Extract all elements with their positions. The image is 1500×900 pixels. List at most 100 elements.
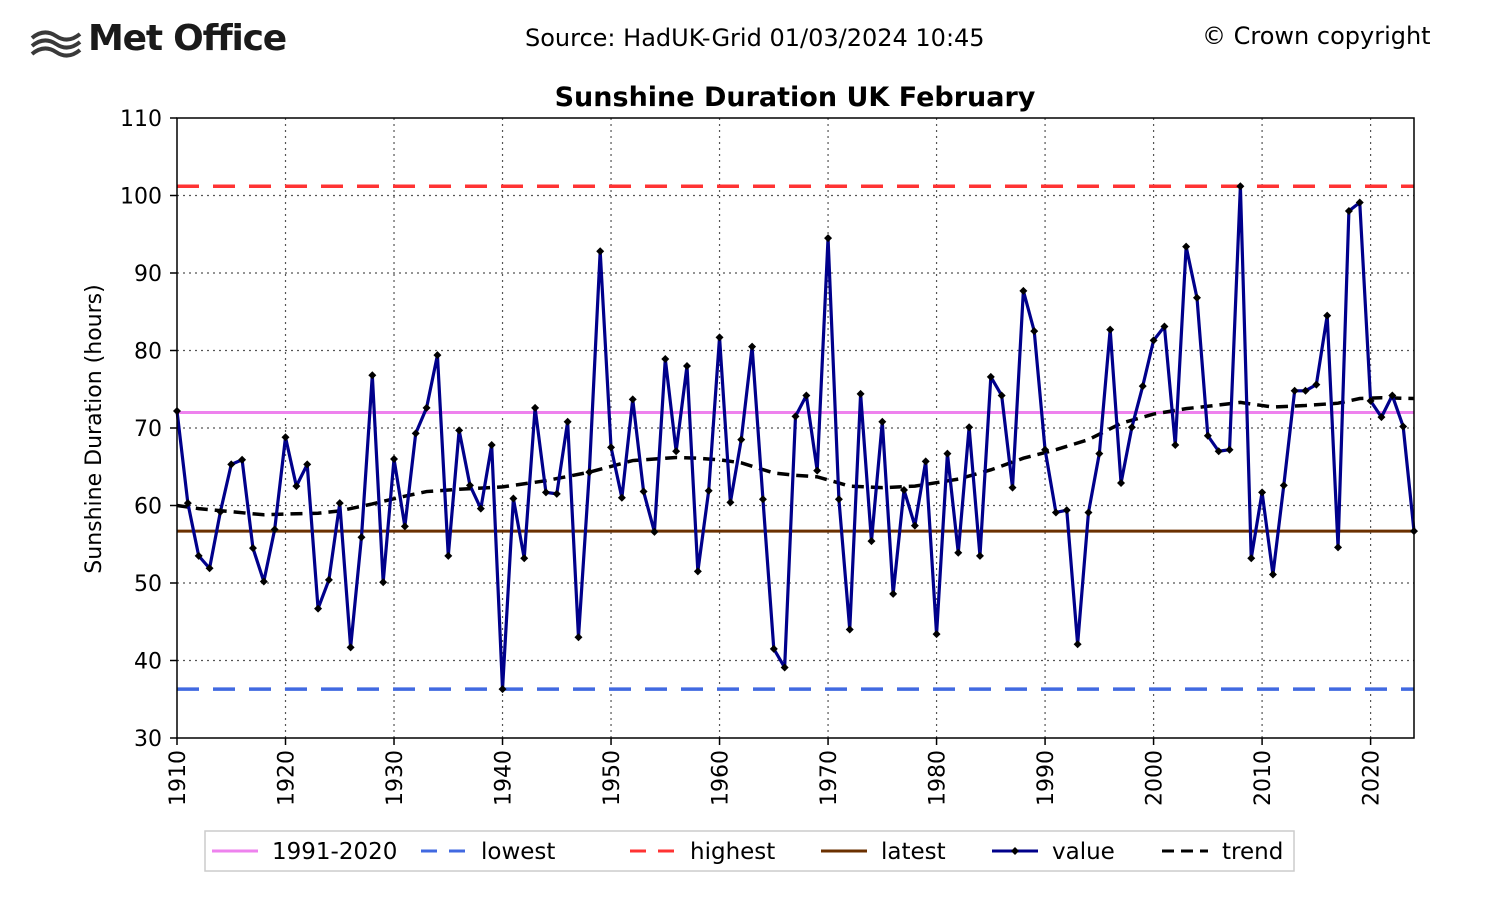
value-point [433,351,442,360]
value-point [1030,327,1039,336]
value-point [975,551,984,560]
value-point [498,685,507,694]
value-point [1149,336,1158,345]
value-point [1138,382,1147,391]
value-point [921,457,930,466]
value-point [531,403,540,412]
legend-label-trend: trend [1222,839,1283,865]
value-point [227,460,236,469]
y-tick-label: 60 [134,495,162,520]
value-point [248,544,257,553]
x-tick-label: 2000 [1143,750,1168,806]
value-point [1399,422,1408,431]
value-point [617,493,626,502]
value-point [357,533,366,542]
value-point [802,391,811,400]
y-tick-label: 110 [120,107,162,132]
y-tick-label: 50 [134,572,162,597]
copyright-text: © Crown copyright [1202,22,1431,50]
value-point [867,537,876,546]
value-point [715,333,724,342]
value-point [910,521,919,530]
value-point [281,433,290,442]
value-point [411,429,420,438]
value-point [400,522,409,531]
x-tick-label: 1980 [926,750,951,806]
value-point [1084,508,1093,517]
value-point [1225,445,1234,454]
value-point [1344,207,1353,215]
value-point [1279,481,1288,490]
legend-box [204,830,1295,872]
legend: 1991-2020 lowest highest latest value trend [204,830,1295,872]
y-tick-label: 70 [134,417,162,442]
value-point [1062,506,1071,515]
value-point [1290,386,1299,395]
legend-label-value: value [1052,839,1115,865]
value-point [856,389,865,398]
value-point [194,551,203,560]
value-point [455,426,464,435]
value-point [1182,242,1191,251]
value-point [1236,182,1245,191]
value-point [270,525,279,534]
value-point [954,548,963,557]
value-point [1377,413,1386,422]
value-line [175,184,1416,691]
value-point [1312,380,1321,389]
chart-title: Sunshine Duration UK February [555,82,1036,113]
value-point [303,460,312,469]
value-point [650,527,659,536]
value-point [1019,286,1028,295]
value-point [1051,508,1060,517]
value-point [1171,441,1180,450]
value-point [292,482,301,491]
value-point [1268,570,1277,579]
x-tick-label: 1910 [166,750,191,806]
value-point [1355,198,1364,207]
value-point [596,247,605,256]
x-tick-label: 1940 [492,750,517,806]
x-tick-label: 1990 [1034,750,1059,806]
value-point [607,443,616,452]
value-point [1160,322,1169,331]
value-point [1041,445,1050,454]
value-point [1127,423,1136,432]
y-tick-label: 90 [134,262,162,287]
value-point [1334,543,1343,552]
source-text: Source: HadUK-Grid 01/03/2024 10:45 [525,24,985,52]
y-tick-label: 30 [134,727,162,752]
value-point [889,589,898,598]
value-point [444,551,453,560]
value-point [314,604,323,613]
value-point [758,495,767,504]
value-point [238,455,247,464]
value-point [813,466,822,475]
value-point [1214,447,1223,456]
value-point [368,371,377,380]
x-tick-label: 1970 [817,750,842,806]
value-point [476,504,485,513]
legend-label-lowest: lowest [481,839,555,865]
value-point [672,447,681,456]
value-point [661,355,670,364]
value-point [205,564,214,573]
value-point [845,625,854,634]
value-point [346,643,355,652]
value-point [1323,311,1332,320]
value-point [748,342,757,351]
value-point [216,507,225,516]
value-point [1106,325,1115,334]
x-tick-label: 1930 [383,750,408,806]
value-point [1301,386,1310,395]
met-office-logo [30,22,275,64]
value-point [1258,488,1267,497]
value-point [574,633,583,642]
value-point [780,663,789,672]
value-point [1095,449,1104,458]
value-point [563,417,572,426]
value-point [824,234,833,243]
logo-text: Met Office [88,18,287,59]
x-tick-label: 1960 [709,750,734,806]
